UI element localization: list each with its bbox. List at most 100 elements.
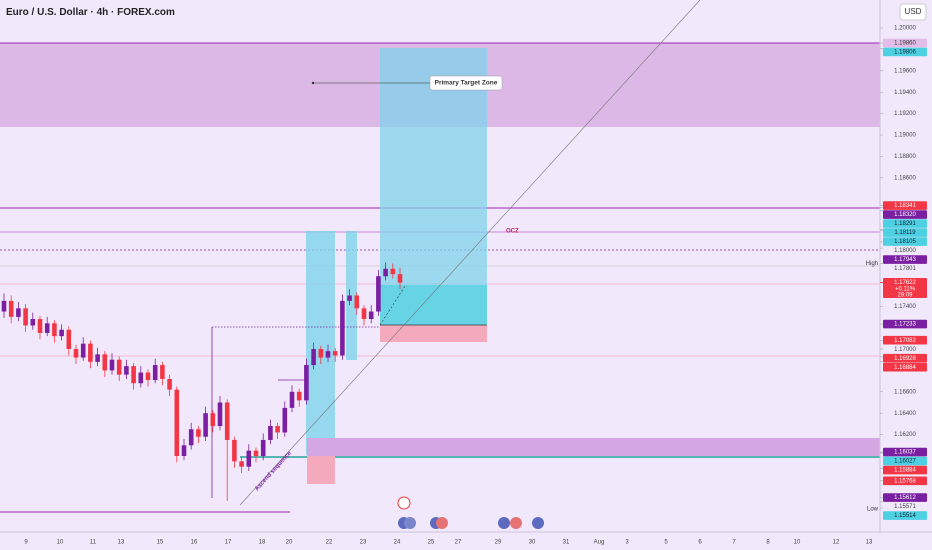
candle-body: [116, 359, 122, 375]
price-label: 1.19200: [894, 111, 916, 117]
price-label: 1.17400: [894, 304, 916, 310]
candle-body: [390, 268, 396, 275]
candle-body: [203, 413, 208, 437]
price-tag: [883, 353, 927, 363]
price-label: 1.15571: [894, 504, 916, 510]
candle-body: [196, 429, 201, 437]
price-tag: [883, 228, 927, 237]
event-icon[interactable]: [510, 517, 522, 529]
candle-body: [160, 365, 165, 379]
price-label: 1.17233: [894, 322, 916, 328]
time-label: 13: [118, 540, 125, 546]
price-label: 1.17943: [894, 257, 916, 263]
candle-body: [347, 295, 352, 301]
price-label: 1.15514: [894, 513, 916, 519]
candle-body: [354, 295, 360, 309]
time-label: Aug: [594, 540, 605, 546]
candle-body: [181, 445, 187, 456]
event-icon[interactable]: [404, 517, 416, 529]
price-tag: [883, 255, 927, 264]
candle-body: [138, 372, 144, 384]
trend-line: [239, 0, 701, 506]
price-tag: [883, 47, 927, 57]
candle-body: [217, 402, 223, 427]
price-label: 1.19860: [894, 41, 916, 47]
risk-box: [307, 456, 335, 484]
annotation: OCZ: [506, 229, 519, 235]
price-change: +0.11%: [895, 287, 916, 293]
price-tag: [883, 362, 927, 372]
label-box: [429, 75, 503, 91]
price-label: 1.18105: [894, 239, 916, 245]
candle-body: [376, 276, 381, 312]
price-label: 1.18600: [894, 175, 916, 181]
high-label: High: [866, 261, 878, 267]
time-label: 30: [529, 540, 536, 546]
currency-button[interactable]: [899, 3, 927, 21]
candle-body: [152, 365, 158, 381]
time-label: 22: [326, 540, 333, 546]
time-label: 9: [24, 540, 28, 546]
price-label: 1.16200: [894, 432, 916, 438]
candle-body: [239, 461, 244, 467]
event-icon[interactable]: [436, 517, 448, 529]
price-label: 1.20000: [894, 26, 916, 32]
time-label: 16: [191, 540, 198, 546]
event-icon[interactable]: [397, 496, 411, 510]
candle-body: [260, 439, 266, 456]
price-label: 1.19000: [894, 133, 916, 139]
candle-body: [318, 349, 324, 358]
candle-body: [275, 426, 280, 433]
time-label: 3: [625, 540, 629, 546]
candle-body: [332, 351, 338, 356]
event-icon[interactable]: [532, 517, 544, 529]
price-tag: [883, 210, 927, 219]
candle-body: [66, 329, 72, 349]
candle-body: [145, 372, 151, 381]
time-label: 27: [455, 540, 462, 546]
candle-body: [44, 323, 50, 333]
time-label: 6: [698, 540, 702, 546]
price-tag: [883, 335, 927, 345]
candle-body: [188, 429, 194, 446]
candle-body: [52, 323, 57, 337]
price-label: 1.19600: [894, 68, 916, 74]
candle-body: [246, 450, 252, 467]
candle-body: [30, 319, 36, 326]
price-tag: [883, 38, 927, 48]
price-tag: [883, 237, 927, 246]
candle-body: [174, 389, 180, 456]
candle-body: [232, 439, 237, 462]
candle-body: [80, 343, 86, 358]
price-label: 1.16027: [894, 459, 916, 465]
price-label: 1.16400: [894, 411, 916, 417]
candle-body: [210, 413, 216, 427]
candle-body: [361, 308, 367, 320]
price-label: 1.18800: [894, 154, 916, 160]
event-icon[interactable]: [498, 517, 510, 529]
price-label: 1.16037: [894, 450, 916, 456]
candle-body: [253, 450, 259, 456]
time-label: 15: [157, 540, 164, 546]
price-label: 1.19806: [894, 50, 916, 56]
price-label: 1.15612: [894, 495, 916, 501]
time-label: 18: [259, 540, 266, 546]
price-tag: [883, 493, 927, 502]
candle-body: [1, 300, 7, 312]
candle-body: [131, 366, 136, 384]
price-tag: [883, 447, 927, 457]
candle-body: [16, 308, 21, 317]
candle-body: [59, 329, 64, 337]
price-label: 1.19400: [894, 90, 916, 96]
candle-body: [37, 319, 43, 333]
countdown: 28:09: [897, 293, 913, 299]
candle-body: [282, 407, 288, 433]
price-label: 1.18341: [894, 203, 916, 209]
price-label: 1.17801: [894, 266, 916, 272]
stop-box: [380, 325, 487, 342]
time-label: 17: [225, 540, 232, 546]
price-label: 1.17082: [894, 338, 916, 344]
candle-body: [340, 300, 345, 356]
price-tag: [883, 456, 927, 466]
